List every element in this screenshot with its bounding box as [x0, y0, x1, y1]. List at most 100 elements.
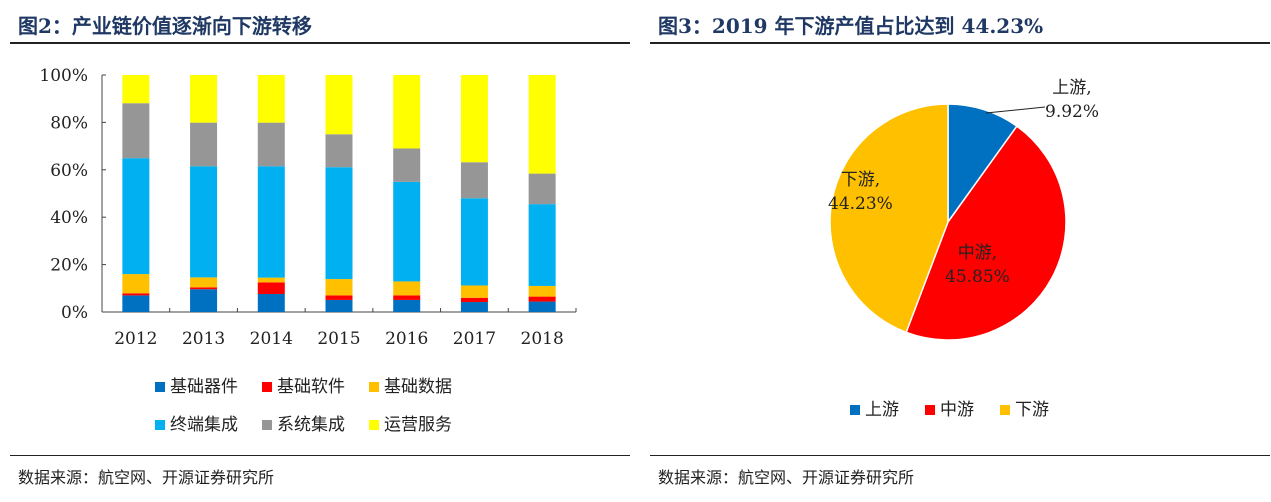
bar-segment-2014-基础数据	[257, 277, 285, 283]
y-tick-label: 60%	[50, 161, 88, 181]
legend-item: 基础数据	[369, 372, 452, 397]
pie-label-name: 中游,	[957, 243, 998, 263]
pie-slice-下游	[829, 103, 949, 334]
y-tick-label: 20%	[50, 256, 88, 276]
x-tick-label: 2016	[385, 329, 428, 349]
left-source-rule	[10, 455, 630, 456]
pie-slice-上游	[947, 103, 1018, 225]
pie-label-下游: 下游, 44.23%	[828, 168, 893, 216]
bar-segment-2013-基础软件	[190, 287, 218, 290]
bar-segment-2017-系统集成	[460, 162, 488, 199]
bar-segment-2015-终端集成	[325, 167, 353, 280]
bar-segment-2014-基础器件	[257, 293, 285, 312]
left-source: 数据来源：航空网、开源证券研究所	[18, 468, 275, 487]
bar-segment-2013-终端集成	[190, 166, 218, 278]
left-chart-title: 图2：产业链价值逐渐向下游转移	[18, 14, 312, 38]
legend-swatch	[155, 420, 165, 430]
legend-item: 基础器件	[155, 372, 238, 397]
right-source: 数据来源：航空网、开源证券研究所	[658, 468, 915, 487]
bar-segment-2014-终端集成	[257, 166, 285, 278]
legend-swatch	[262, 382, 272, 392]
pie-slice-中游	[905, 125, 1067, 341]
bar-segment-2018-基础器件	[528, 301, 556, 312]
bar-segment-2014-运营服务	[257, 75, 285, 123]
bar-segment-2017-运营服务	[460, 75, 488, 163]
bar-segment-2015-基础器件	[325, 299, 353, 312]
legend-swatch	[155, 382, 165, 392]
pie-legend-item: 下游	[1000, 395, 1049, 420]
bar-segment-2017-终端集成	[460, 198, 488, 286]
legend-label: 下游	[1015, 400, 1049, 420]
x-tick-label: 2012	[114, 329, 157, 349]
bar-segment-2013-系统集成	[190, 122, 218, 167]
legend-label: 系统集成	[277, 415, 345, 435]
bar-segment-2012-基础数据	[122, 274, 150, 294]
legend-swatch	[369, 382, 379, 392]
legend-item: 终端集成	[155, 410, 238, 435]
y-tick-label: 80%	[50, 113, 88, 133]
bar-segment-2016-运营服务	[393, 75, 421, 149]
bar-segment-2013-基础器件	[190, 289, 218, 312]
left-title-rule	[10, 42, 630, 44]
legend-label: 基础器件	[170, 377, 238, 397]
bar-segment-2017-基础数据	[460, 285, 488, 298]
bar-segment-2015-系统集成	[325, 134, 353, 168]
legend-label: 终端集成	[170, 415, 238, 435]
bar-segment-2016-基础器件	[393, 299, 421, 312]
bar-segment-2013-运营服务	[190, 75, 218, 123]
legend-swatch	[369, 420, 379, 430]
legend-swatch	[925, 405, 935, 415]
pie-label-中游: 中游, 45.85%	[945, 241, 1010, 289]
bar-segment-2016-基础软件	[393, 295, 421, 300]
bar-segment-2012-系统集成	[122, 103, 150, 159]
bar-segment-2016-终端集成	[393, 181, 421, 282]
pie-label-上游: 上游, 9.92%	[1045, 76, 1099, 124]
pie-label-value: 45.85%	[945, 267, 1010, 287]
bar-segment-2015-基础软件	[325, 295, 353, 300]
right-source-rule	[650, 455, 1270, 456]
bar-segment-2018-基础软件	[528, 296, 556, 302]
bar-segment-2012-基础软件	[122, 293, 150, 296]
x-tick-label: 2017	[453, 329, 496, 349]
legend-swatch	[1000, 405, 1010, 415]
pie-label-name: 下游,	[840, 170, 881, 190]
bar-segment-2016-系统集成	[393, 148, 421, 182]
right-title-rule	[650, 42, 1270, 44]
bar-segment-2017-基础软件	[460, 297, 488, 303]
legend-item: 基础软件	[262, 372, 345, 397]
legend-label: 基础数据	[384, 377, 452, 397]
bar-segment-2016-基础数据	[393, 281, 421, 296]
bar-segment-2018-系统集成	[528, 173, 556, 205]
legend-label: 中游	[940, 400, 974, 420]
x-tick-label: 2014	[250, 329, 293, 349]
legend-swatch	[850, 405, 860, 415]
legend-item: 系统集成	[262, 410, 345, 435]
legend-label: 上游	[865, 400, 899, 420]
bar-segment-2015-运营服务	[325, 75, 353, 135]
bar-segment-2018-运营服务	[528, 75, 556, 174]
pie-label-value: 9.92%	[1045, 102, 1100, 122]
pie-legend-item: 中游	[925, 395, 974, 420]
pie-label-name: 上游,	[1052, 78, 1092, 98]
x-tick-label: 2015	[317, 329, 360, 349]
bar-segment-2017-基础器件	[460, 302, 488, 312]
bar-segment-2018-终端集成	[528, 204, 556, 286]
bar-segment-2012-基础器件	[122, 295, 150, 312]
legend-label: 运营服务	[384, 415, 452, 435]
y-tick-label: 40%	[50, 208, 88, 228]
leader-line	[985, 106, 1046, 114]
y-tick-label: 100%	[39, 66, 88, 86]
x-tick-label: 2013	[182, 329, 225, 349]
x-tick-label: 2018	[521, 329, 564, 349]
pie-label-value: 44.23%	[828, 194, 893, 214]
legend-label: 基础软件	[277, 377, 345, 397]
bar-segment-2013-基础数据	[190, 277, 218, 288]
bar-segment-2018-基础数据	[528, 285, 556, 297]
bar-segment-2014-基础软件	[257, 282, 285, 294]
y-tick-label: 0%	[61, 303, 88, 323]
legend-swatch	[262, 420, 272, 430]
bar-segment-2012-终端集成	[122, 158, 150, 275]
pie-legend-item: 上游	[850, 395, 899, 420]
legend-item: 运营服务	[369, 410, 452, 435]
